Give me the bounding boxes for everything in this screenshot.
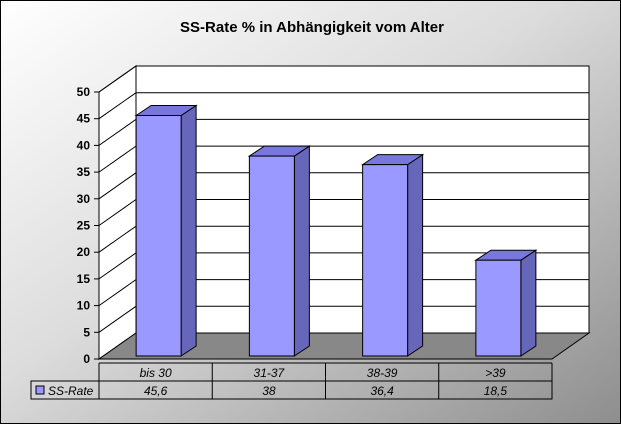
bar-front [475, 259, 522, 357]
data-label: 38 [262, 384, 276, 398]
legend-swatch [35, 385, 45, 395]
y-tick-label: 35 [77, 165, 91, 179]
y-tick-label: 5 [83, 325, 90, 339]
x-tick-label: 31-37 [254, 366, 286, 380]
gridline [98, 92, 589, 120]
chart-floor [97, 332, 591, 360]
y-tick-label: 0 [83, 352, 90, 366]
y-tick-label: 25 [77, 219, 91, 233]
data-label: 36,4 [370, 384, 394, 398]
bar-1 [134, 104, 198, 357]
bar-3 [360, 153, 425, 357]
x-tick-label: bis 30 [140, 366, 172, 380]
y-tick-label: 20 [77, 245, 91, 259]
y-tick-label: 10 [77, 299, 91, 313]
x-tick-label: 38-39 [367, 366, 398, 380]
plot-area: 0 5 10 15 20 25 30 35 40 45 50 bis 30 31-37 38-39 >39 4… [30, 65, 591, 400]
y-tick-label: 50 [77, 85, 91, 99]
bar-4 [474, 249, 538, 357]
legend-label: SS-Rate [48, 384, 94, 398]
data-label: 45,6 [144, 384, 168, 398]
bar-side [407, 153, 424, 357]
x-tick-label: >39 [485, 366, 506, 380]
bar-2 [247, 145, 312, 357]
bar-side [180, 104, 197, 357]
bar-front [248, 155, 295, 357]
bar-front [362, 164, 409, 357]
chart-title: SS-Rate % in Abhängigkeit vom Alter [180, 19, 444, 36]
data-label: 18,5 [484, 384, 508, 398]
y-tick-label: 40 [77, 138, 91, 152]
bar-side [520, 249, 537, 357]
table-border [30, 380, 553, 400]
bar-side [293, 145, 310, 357]
y-tick-label: 45 [77, 112, 91, 126]
gridline [98, 65, 589, 93]
y-tick-label: 15 [77, 272, 91, 286]
bar-front [135, 114, 182, 357]
y-tick-label: 30 [77, 192, 91, 206]
